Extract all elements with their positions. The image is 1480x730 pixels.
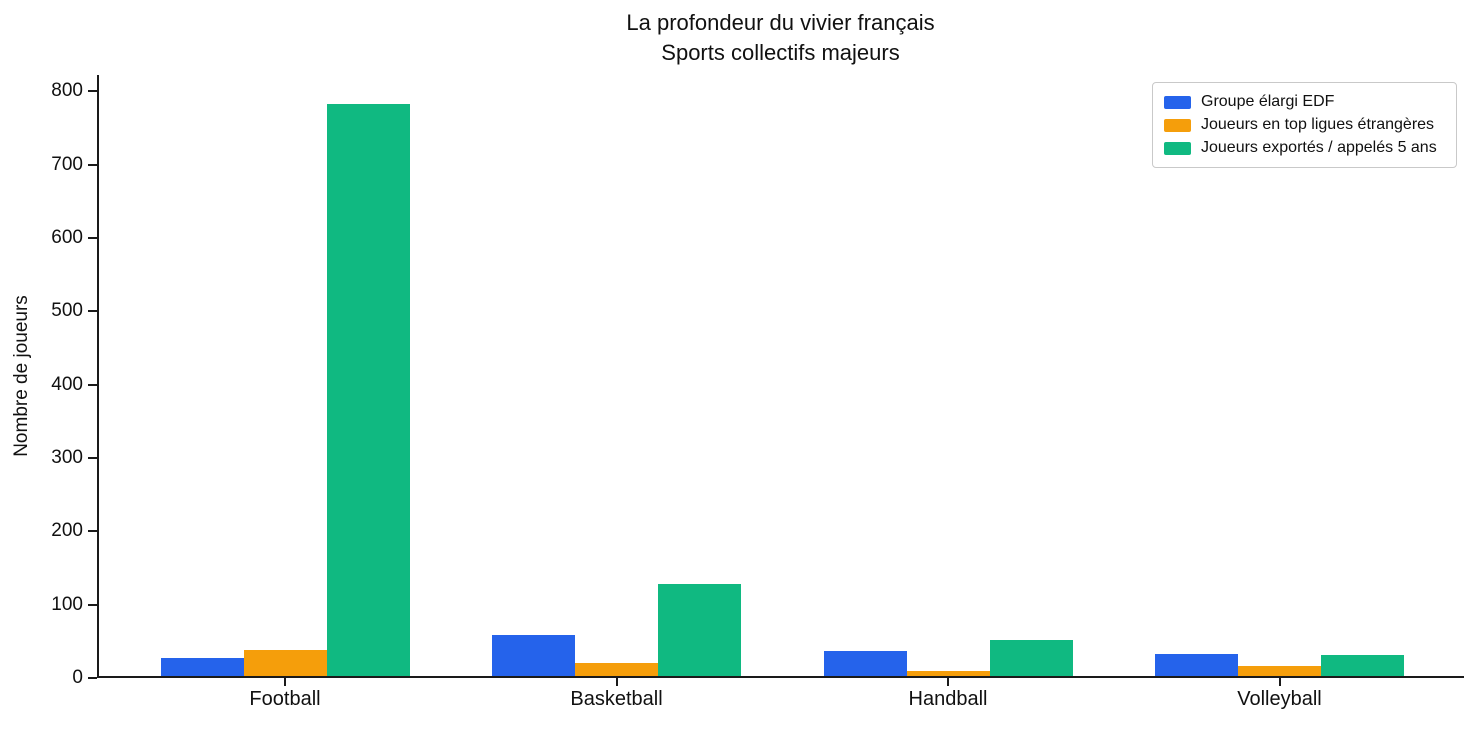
bar-volleyball-series1	[1238, 666, 1321, 676]
bar-football-series1	[243, 650, 327, 676]
bar-football-series0	[160, 658, 244, 676]
y-tick-label: 700	[51, 153, 83, 175]
y-tick-mark	[88, 383, 97, 386]
x-tick-label-basketball: Basketball	[570, 688, 663, 710]
legend: Groupe élargi EDF Joueurs en top ligues …	[1152, 82, 1457, 168]
y-tick-mark	[88, 603, 97, 606]
y-tick-label: 600	[51, 227, 83, 248]
x-axis-spine	[97, 676, 1464, 678]
y-tick-mark	[88, 457, 97, 459]
y-tick-label: 200	[51, 520, 83, 542]
y-tick-mark	[88, 310, 97, 313]
x-tick-mark	[615, 678, 618, 686]
legend-swatch-orange	[1164, 118, 1191, 132]
bar-handball-series0	[823, 651, 907, 676]
legend-item-exportes-appeles: Joueurs exportés / appelés 5 ans	[1164, 137, 1445, 159]
y-tick-mark	[88, 90, 97, 93]
plot-area: Groupe élargi EDF Joueurs en top ligues …	[51, 75, 1464, 710]
bar-volleyball-series2	[1321, 655, 1404, 676]
legend-label: Groupe élargi EDF	[1201, 93, 1335, 110]
x-tick-label-football: Football	[249, 688, 321, 710]
y-tick-label: 300	[51, 447, 83, 468]
bar-volleyball-series0	[1155, 654, 1238, 676]
y-axis-spine	[97, 75, 99, 678]
bar-basketball-series1	[575, 663, 658, 676]
legend-item-top-ligues-etrangeres: Joueurs en top ligues étrangères	[1164, 114, 1445, 136]
x-tick-mark	[947, 678, 949, 686]
y-tick-label: 500	[51, 300, 83, 322]
y-tick-mark	[88, 677, 97, 679]
x-tick-mark	[284, 678, 286, 686]
legend-label: Joueurs en top ligues étrangères	[1201, 116, 1435, 133]
legend-swatch-green	[1164, 141, 1191, 155]
y-tick-mark	[88, 530, 97, 533]
legend-item-groupe-elargi-edf: Groupe élargi EDF	[1164, 91, 1445, 113]
y-tick-label: 800	[51, 80, 83, 102]
x-tick-label-handball: Handball	[908, 688, 988, 710]
chart-title-line2: Sports collectifs majeurs	[661, 40, 900, 65]
bar-basketball-series0	[492, 635, 575, 676]
legend-swatch-blue	[1164, 95, 1191, 109]
chart-title: La profondeur du vivier français Sports …	[97, 8, 1464, 68]
bar-basketball-series2	[658, 584, 741, 676]
y-axis-label: Nombre de joueurs	[11, 295, 32, 457]
x-tick-label-volleyball: Volleyball	[1237, 688, 1322, 710]
y-tick-mark	[88, 237, 97, 239]
bar-handball-series2	[989, 640, 1073, 676]
y-tick-mark	[88, 163, 97, 166]
bar-handball-series1	[906, 671, 990, 676]
y-tick-label: 400	[51, 373, 83, 395]
legend-label: Joueurs exportés / appelés 5 ans	[1201, 139, 1437, 156]
x-tick-mark	[1278, 678, 1281, 686]
bar-football-series2	[326, 104, 410, 676]
y-tick-label: 100	[51, 593, 83, 615]
y-tick-label: 0	[72, 667, 83, 688]
chart-title-line1: La profondeur du vivier français	[626, 10, 935, 35]
